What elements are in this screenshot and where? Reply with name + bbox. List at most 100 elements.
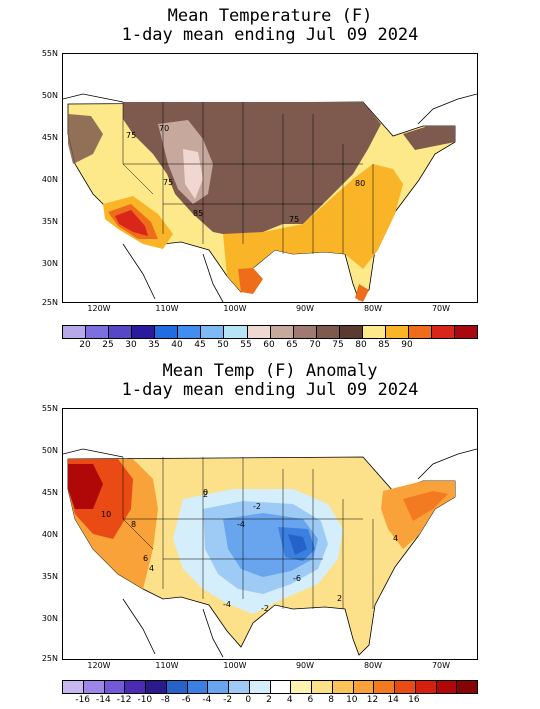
- colorbar-label: -6: [181, 695, 191, 705]
- colorbar-label: -4: [202, 695, 212, 705]
- contour-label: 80: [355, 179, 365, 188]
- top-title-line2: 1-day mean ending Jul 09 2024: [121, 25, 419, 45]
- colorbar-label: 60: [263, 340, 275, 350]
- colorbar-label: 85: [378, 340, 390, 350]
- lat-label: 25N: [41, 298, 58, 307]
- lon-label: 80W: [363, 304, 383, 313]
- lat-label: 40N: [41, 530, 58, 539]
- contour-label: -6: [293, 574, 301, 583]
- colorbar-label: 65: [286, 340, 298, 350]
- top-temperature-map: 75 70 75 85 75 80: [62, 53, 478, 303]
- contour-label: 75: [163, 178, 173, 187]
- bottom-title-line2: 1-day mean ending Jul 09 2024: [121, 380, 419, 400]
- colorbar-swatch: [63, 681, 84, 693]
- colorbar-swatch: [408, 326, 432, 338]
- colorbar-swatch: [229, 681, 250, 693]
- colorbar-label: 4: [286, 695, 293, 705]
- lat-label: 50N: [41, 446, 58, 455]
- contour-label: -4: [237, 520, 245, 529]
- colorbar-swatch: [83, 681, 105, 693]
- top-title-line1: Mean Temperature (F): [167, 6, 373, 26]
- contour-label: 70: [159, 124, 169, 133]
- colorbar-label: 80: [355, 340, 367, 350]
- colorbar-swatch: [312, 681, 333, 693]
- contour-label: 6: [143, 554, 148, 563]
- colorbar-swatch: [125, 681, 146, 693]
- colorbar-swatch: [146, 681, 167, 693]
- colorbar-label: 0: [245, 695, 252, 705]
- colorbar-swatch: [247, 326, 271, 338]
- lon-label: 120W: [87, 304, 111, 313]
- top-colorbar: [62, 325, 478, 339]
- contour-label: -2: [261, 604, 269, 613]
- lon-label: 110W: [155, 304, 179, 313]
- colorbar-swatch: [436, 681, 458, 693]
- lat-label: 50N: [41, 91, 58, 100]
- contour-label: 4: [393, 534, 398, 543]
- bottom-colorbar: [62, 680, 478, 694]
- colorbar-swatch: [132, 326, 156, 338]
- lat-label: 45N: [41, 488, 58, 497]
- colorbar-swatch: [104, 681, 126, 693]
- colorbar-swatch: [155, 326, 179, 338]
- colorbar-swatch: [63, 326, 87, 338]
- contour-label: 10: [101, 510, 111, 519]
- colorbar-label: 40: [171, 340, 183, 350]
- bottom-title-line1: Mean Temp (F) Anomaly: [162, 361, 378, 381]
- lon-label: 100W: [223, 661, 247, 670]
- colorbar-label: -16: [75, 695, 91, 705]
- colorbar-swatch: [270, 326, 294, 338]
- lat-label: 40N: [41, 175, 58, 184]
- bottom-colorbar-labels: -16 -14 -12 -10 -8 -6 -4 -2 0 2 4 6 8 10 12 14 16: [62, 695, 476, 707]
- colorbar-label: 10: [346, 695, 358, 705]
- colorbar-swatch: [201, 326, 225, 338]
- bottom-anomaly-map: 10 8 6 4 2 -4 -2 -6 -4 -2 2 4 0: [62, 408, 478, 660]
- colorbar-swatch: [178, 326, 202, 338]
- lat-label: 30N: [41, 614, 58, 623]
- contour-label: 8: [131, 520, 136, 529]
- colorbar-swatch: [316, 326, 340, 338]
- top-colorbar-labels: 20 25 30 35 40 45 50 55 60 65 70 75 80 85 90: [62, 340, 476, 352]
- colorbar-label: 2: [266, 695, 272, 705]
- colorbar-swatch: [224, 326, 248, 338]
- colorbar-label: 45: [194, 340, 206, 350]
- colorbar-label: 8: [328, 695, 334, 705]
- colorbar-label: 30: [125, 340, 137, 350]
- bottom-map-svg: 10 8 6 4 2 -4 -2 -6 -4 -2 2 4 0: [63, 448, 477, 658]
- lon-label: 90W: [295, 304, 315, 313]
- colorbar-label: 50: [217, 340, 229, 350]
- lat-label: 25N: [41, 654, 58, 663]
- colorbar-swatch: [432, 326, 456, 338]
- colorbar-swatch: [332, 681, 354, 693]
- colorbar-label: 16: [408, 695, 420, 705]
- lon-label: 110W: [155, 661, 179, 670]
- colorbar-swatch: [187, 681, 209, 693]
- colorbar-swatch: [353, 681, 375, 693]
- colorbar-label: 12: [366, 695, 379, 705]
- contour-label: 2: [337, 594, 342, 603]
- lat-label: 35N: [41, 572, 58, 581]
- contour-label: -2: [253, 502, 261, 511]
- colorbar-swatch: [415, 681, 437, 693]
- colorbar-swatch: [86, 326, 110, 338]
- contour-label: 0: [203, 488, 208, 497]
- lon-label: 100W: [223, 304, 247, 313]
- contour-label: 85: [193, 209, 203, 218]
- contour-label: 75: [126, 131, 136, 140]
- colorbar-label: 90: [401, 340, 413, 350]
- colorbar-swatch: [249, 681, 271, 693]
- lon-label: 70W: [431, 304, 451, 313]
- colorbar-label: -10: [137, 695, 153, 705]
- colorbar-swatch: [270, 681, 292, 693]
- contour-label: 75: [289, 215, 299, 224]
- lon-label: 70W: [431, 661, 451, 670]
- colorbar-swatch: [362, 326, 386, 338]
- colorbar-swatch: [395, 681, 416, 693]
- lon-label: 90W: [295, 661, 315, 670]
- colorbar-label: 14: [387, 695, 399, 705]
- colorbar-label: 20: [79, 340, 91, 350]
- lat-label: 35N: [41, 217, 58, 226]
- colorbar-swatch: [109, 326, 133, 338]
- colorbar-label: -14: [96, 695, 111, 705]
- contour-label: 2: [203, 490, 208, 499]
